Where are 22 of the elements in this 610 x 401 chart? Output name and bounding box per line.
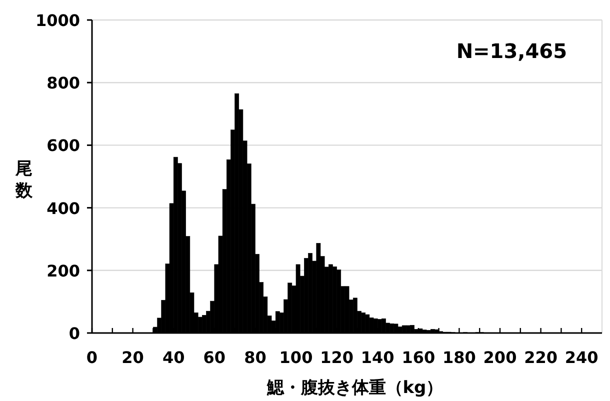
y-axis-title: 尾数 bbox=[14, 159, 34, 201]
x-tick-label: 160 bbox=[402, 348, 436, 367]
x-tick-label: 200 bbox=[483, 348, 517, 367]
x-tick-label: 80 bbox=[244, 348, 266, 367]
annotation: N=13,465 bbox=[456, 39, 567, 63]
x-tick-label: 120 bbox=[320, 348, 354, 367]
x-tick-label: 0 bbox=[86, 348, 98, 367]
y-tick-label: 600 bbox=[46, 136, 80, 156]
x-tick-label: 180 bbox=[442, 348, 476, 367]
x-tick-label: 40 bbox=[162, 348, 185, 367]
y-tick-label: 400 bbox=[46, 198, 80, 218]
y-tick-label: 0 bbox=[68, 324, 80, 343]
x-tick-label: 140 bbox=[360, 348, 394, 367]
x-axis-title: 鰓・腹抜き体重（kg） bbox=[266, 378, 444, 398]
x-tick-label: 60 bbox=[203, 348, 226, 367]
x-tick-label: 100 bbox=[279, 348, 313, 367]
x-tick-label: 240 bbox=[564, 348, 598, 367]
y-tick-label: 800 bbox=[46, 74, 80, 93]
y-tick-label: 200 bbox=[46, 261, 80, 280]
y-tick-label: 1000 bbox=[35, 11, 80, 30]
x-tick-label: 220 bbox=[524, 348, 558, 367]
x-tick-label: 20 bbox=[122, 348, 144, 367]
